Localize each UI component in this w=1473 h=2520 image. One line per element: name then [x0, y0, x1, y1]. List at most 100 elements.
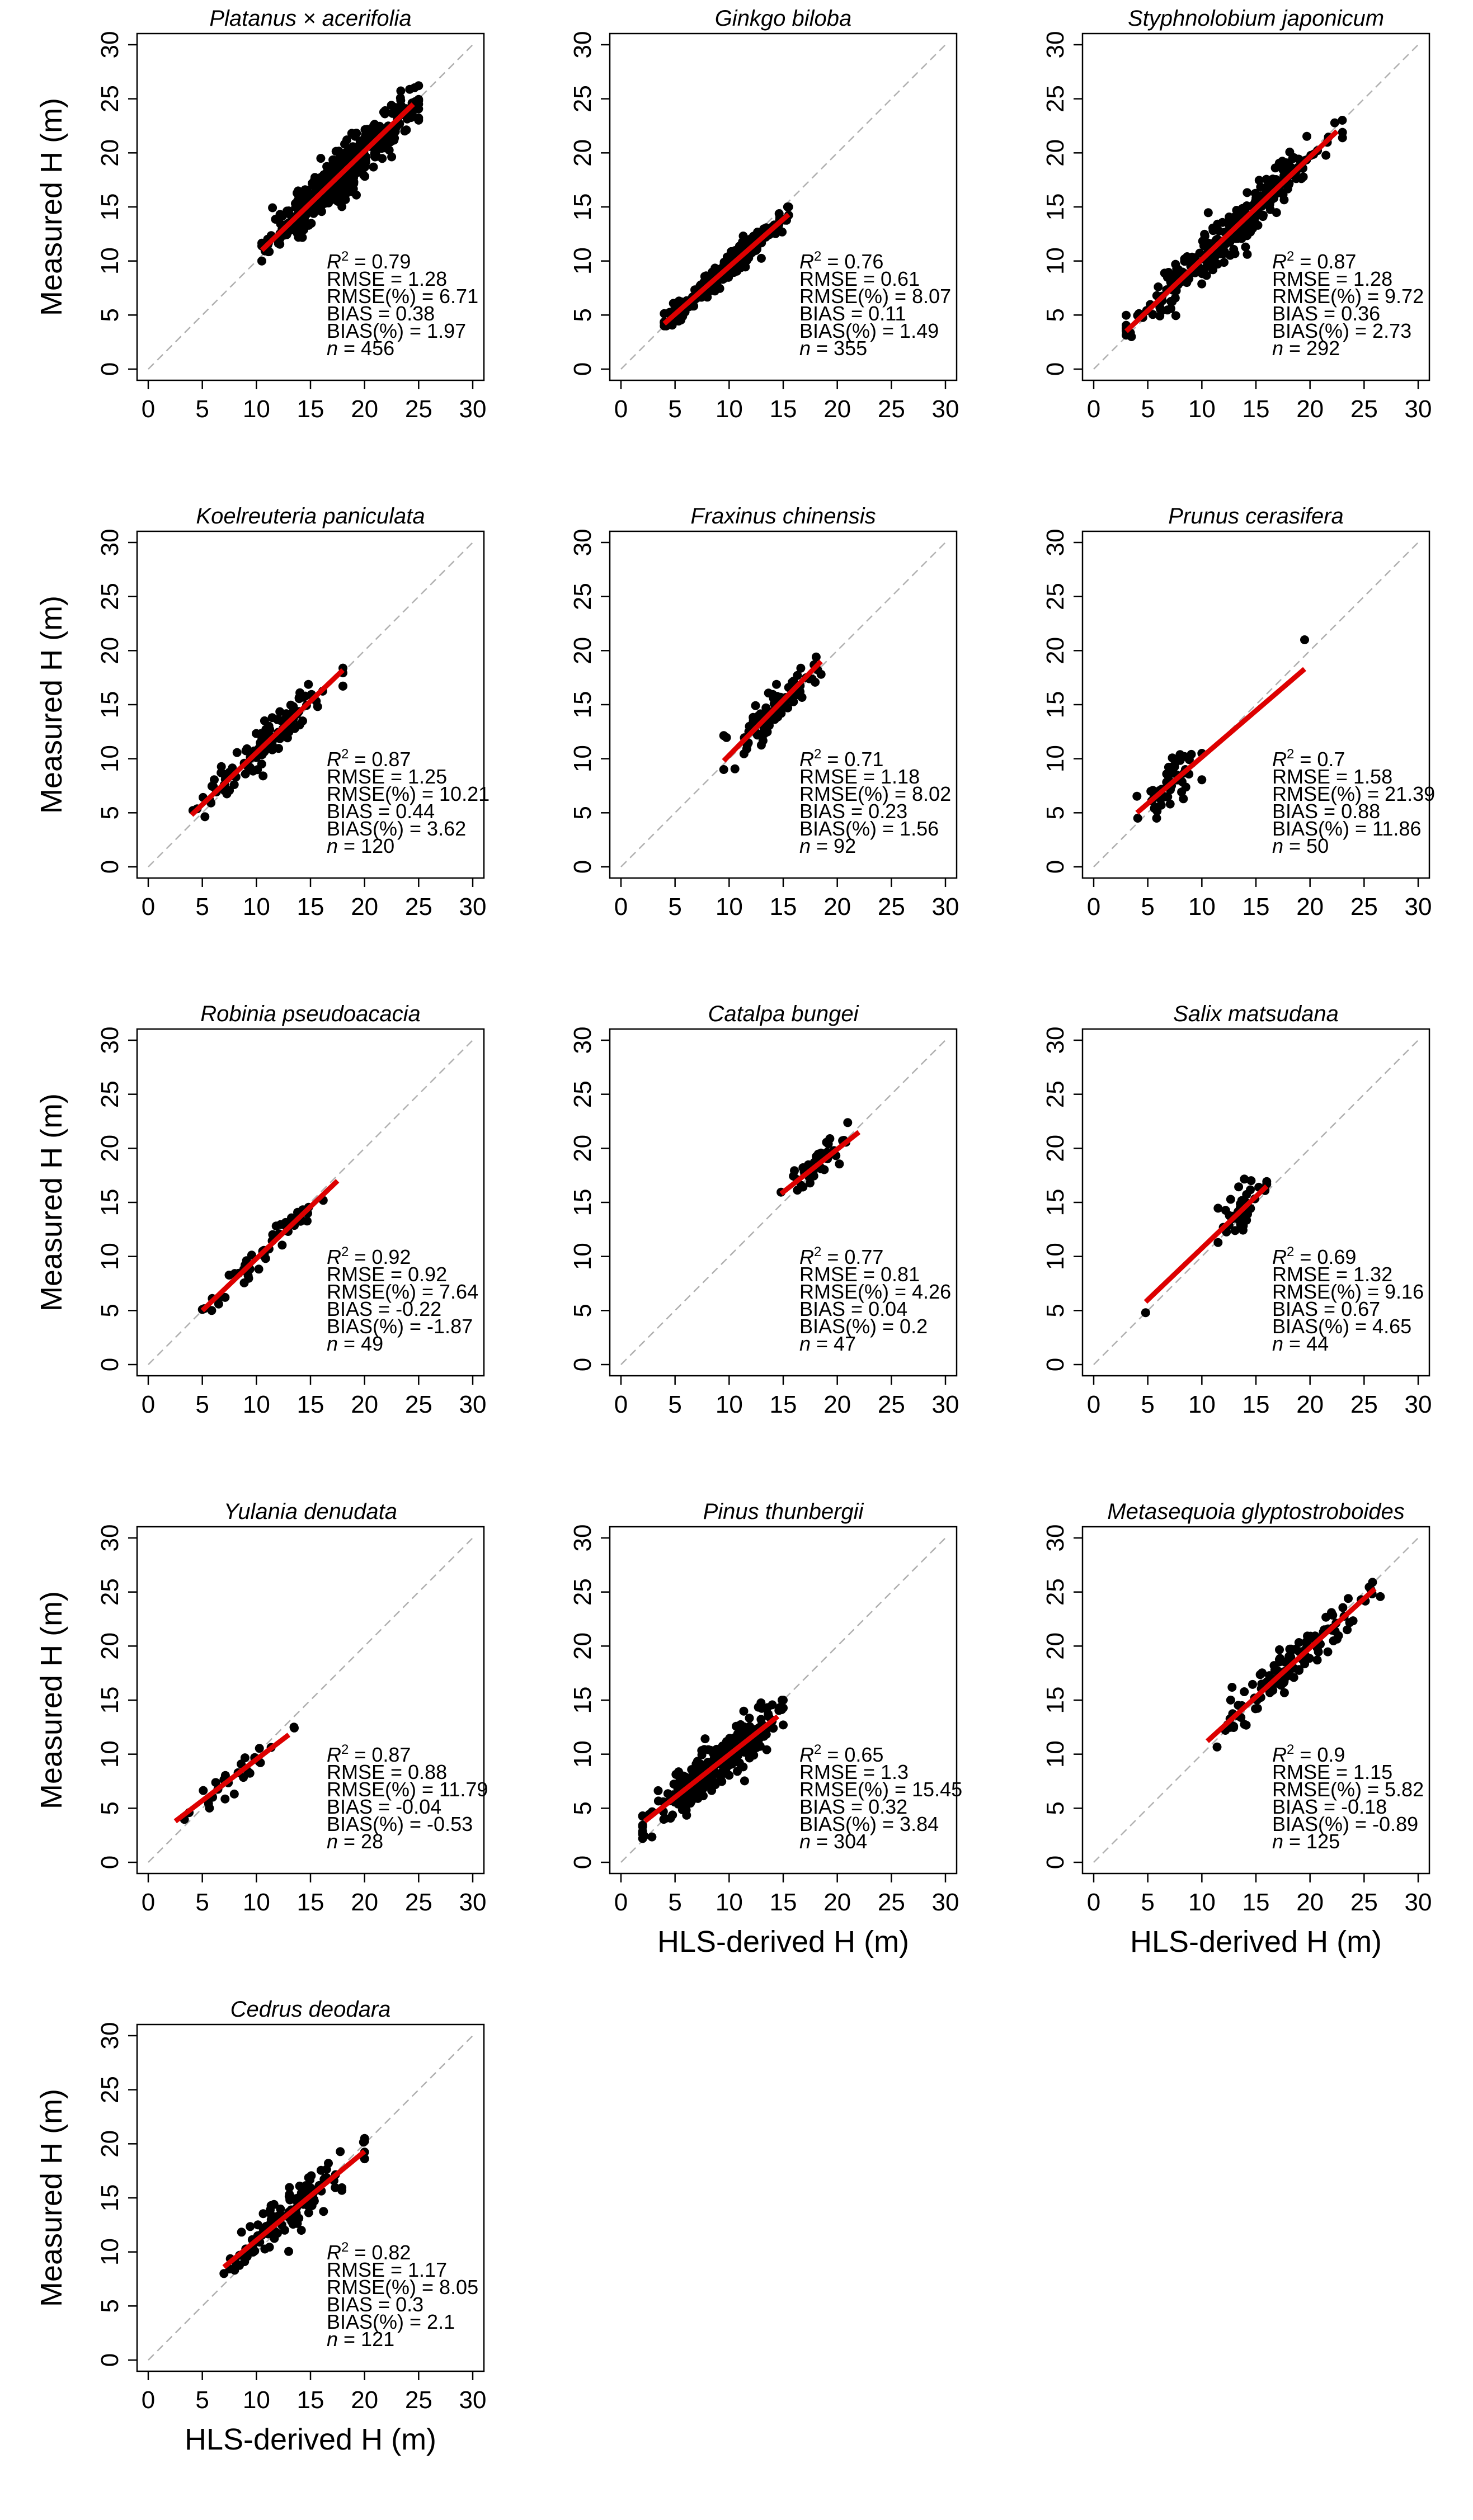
- y-tick-label: 15: [96, 194, 124, 221]
- y-tick-label: 10: [1042, 247, 1069, 275]
- data-point: [380, 106, 390, 115]
- x-tick-label: 5: [668, 893, 681, 921]
- stat-n: n = 50: [1272, 834, 1329, 857]
- data-point: [1213, 1204, 1223, 1213]
- y-tick-label: 5: [96, 308, 124, 322]
- y-tick-label: 30: [96, 1027, 124, 1054]
- data-point: [264, 721, 274, 731]
- x-tick-label: 30: [1405, 1391, 1432, 1418]
- data-point: [1279, 1678, 1288, 1687]
- data-point: [754, 1702, 763, 1712]
- stat-bias: BIAS = 0.36: [1272, 302, 1380, 325]
- data-point: [724, 1771, 734, 1780]
- data-point: [242, 2252, 252, 2261]
- data-point: [268, 1230, 277, 1239]
- x-tick-label: 20: [351, 1391, 378, 1418]
- stat-r2: R2 = 0.65: [799, 1742, 883, 1766]
- stat-n: n = 120: [327, 834, 394, 857]
- panel-5: Prunus cerasifera 0 0 5 5 10 10 15 15 20 20 25 25 30 3…: [1042, 504, 1435, 921]
- data-point: [1171, 311, 1180, 320]
- data-point: [284, 2247, 293, 2256]
- y-tick-label: 10: [96, 2238, 124, 2266]
- x-tick-label: 5: [195, 2386, 209, 2414]
- stat-bias-pct: BIAS(%) = 11.86: [1272, 817, 1421, 840]
- y-tick-label: 25: [1042, 1080, 1069, 1108]
- data-point: [688, 1768, 698, 1777]
- data-point: [1163, 305, 1172, 315]
- data-point: [235, 2261, 244, 2270]
- y-tick-label: 20: [1042, 1632, 1069, 1660]
- panel-6: Robinia pseudoacacia 0 0 5 5 10 10 15 15 20 20 25 25…: [35, 1002, 486, 1418]
- x-axis-label: HLS-derived H (m): [185, 2423, 436, 2456]
- stat-r2: R2 = 0.87: [327, 747, 411, 771]
- data-point: [653, 1786, 663, 1795]
- data-point: [1291, 1644, 1301, 1654]
- data-point: [210, 775, 219, 785]
- data-point: [290, 1723, 299, 1733]
- y-tick-label: 15: [569, 691, 596, 719]
- y-axis-label: Measured H (m): [35, 1591, 68, 1809]
- stat-bias-pct: BIAS(%) = -1.87: [327, 1315, 473, 1338]
- panel-title: Styphnolobium japonicum: [1128, 6, 1384, 31]
- y-tick-label: 25: [569, 85, 596, 112]
- x-tick-label: 5: [195, 893, 209, 921]
- data-point: [719, 765, 728, 774]
- y-tick-label: 30: [1042, 529, 1069, 556]
- fit-line: [200, 1179, 340, 1313]
- y-tick-label: 25: [96, 1080, 124, 1108]
- x-tick-label: 0: [614, 395, 628, 423]
- data-point: [241, 769, 250, 778]
- y-tick-label: 25: [1042, 583, 1069, 610]
- x-axis-label: HLS-derived H (m): [1130, 1925, 1382, 1959]
- data-point: [1338, 133, 1347, 143]
- data-point: [685, 1795, 695, 1804]
- scatter-points: [1122, 116, 1347, 341]
- data-point: [745, 1722, 755, 1731]
- data-point: [382, 140, 392, 149]
- data-point: [254, 1264, 263, 1274]
- y-axis-label: Measured H (m): [35, 1093, 68, 1311]
- data-point: [679, 1771, 688, 1781]
- panel-1: Ginkgo biloba 0 0 5 5 10 10 15 15 20 20 25 25 30 30 R2 …: [569, 6, 959, 423]
- x-tick-label: 0: [614, 1391, 628, 1418]
- data-point: [1338, 116, 1347, 125]
- scatter-points: [776, 1118, 853, 1197]
- x-tick-label: 10: [716, 395, 743, 423]
- x-tick-label: 10: [243, 2386, 270, 2414]
- data-point: [333, 197, 342, 206]
- data-point: [1248, 1679, 1257, 1689]
- stat-rmse: RMSE = 1.3: [799, 1761, 909, 1783]
- x-tick-label: 10: [243, 893, 270, 921]
- x-tick-label: 25: [1350, 395, 1378, 423]
- data-point: [730, 764, 740, 773]
- x-tick-label: 10: [243, 395, 270, 423]
- data-point: [396, 93, 405, 103]
- y-tick-label: 10: [96, 1243, 124, 1270]
- y-tick-label: 20: [569, 1135, 596, 1162]
- x-tick-label: 0: [142, 1391, 155, 1418]
- data-point: [1279, 1688, 1289, 1697]
- data-point: [1204, 238, 1213, 248]
- data-point: [271, 1221, 281, 1231]
- data-point: [638, 1827, 647, 1836]
- data-point: [689, 1788, 698, 1797]
- data-point: [1225, 251, 1235, 260]
- panel-2: Styphnolobium japonicum 0 0 5 5 10 10 15 15 20 20 2…: [1042, 6, 1432, 423]
- data-point: [1226, 235, 1236, 245]
- stat-rmse: RMSE = 0.88: [327, 1761, 447, 1783]
- data-point: [1225, 221, 1234, 230]
- fit-line: [722, 659, 823, 763]
- data-point: [1122, 310, 1131, 320]
- data-point: [278, 211, 288, 220]
- y-tick-label: 30: [569, 529, 596, 556]
- data-point: [659, 1815, 669, 1824]
- y-tick-label: 25: [96, 2076, 124, 2103]
- data-point: [793, 671, 802, 680]
- data-point: [776, 709, 786, 718]
- y-tick-label: 30: [96, 31, 124, 59]
- y-tick-label: 25: [1042, 1578, 1069, 1606]
- data-point: [823, 1139, 833, 1149]
